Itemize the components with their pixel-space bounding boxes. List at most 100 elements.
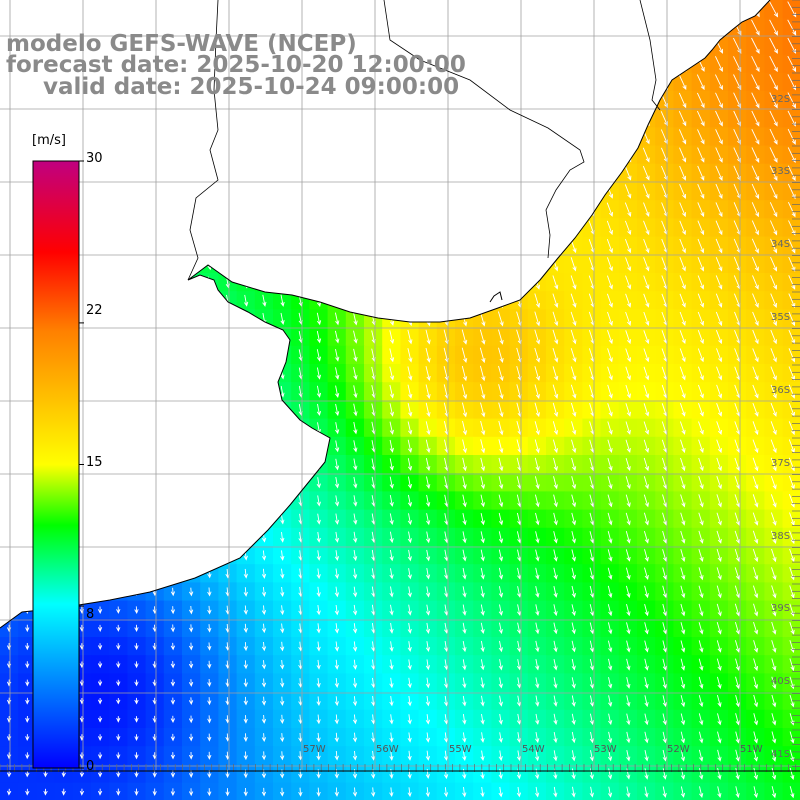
wind-arrow	[625, 384, 631, 399]
wind-arrow	[280, 586, 285, 598]
wind-arrow	[679, 403, 686, 417]
wind-arrow	[714, 56, 723, 73]
wind-arrow	[680, 768, 686, 780]
wind-arrow	[662, 713, 667, 726]
wind-arrow	[662, 585, 668, 599]
wind-arrow	[426, 513, 431, 526]
wind-arrow	[535, 622, 540, 635]
wind-arrow	[770, 475, 777, 490]
wind-arrow	[642, 165, 650, 181]
wind-arrow	[535, 531, 540, 544]
wind-arrow	[97, 734, 103, 741]
wind-arrow	[589, 585, 595, 599]
wind-cell	[782, 436, 800, 456]
wind-arrow	[407, 677, 412, 689]
wind-arrow	[79, 770, 85, 778]
wind-arrow	[480, 732, 485, 743]
wind-arrow	[753, 731, 758, 744]
wind-arrow	[334, 513, 340, 525]
wind-arrow	[316, 385, 322, 398]
wind-arrow	[280, 532, 285, 543]
wind-arrow	[61, 788, 66, 796]
lon-label-54w: 54W	[522, 744, 545, 755]
wind-arrow	[334, 312, 340, 326]
wind-arrow	[787, 202, 796, 218]
wind-arrow	[644, 768, 649, 780]
wind-arrow	[643, 530, 649, 544]
wind-arrow	[134, 734, 139, 742]
wind-arrow	[716, 694, 722, 708]
wind-arrow	[735, 786, 740, 799]
wind-arrow	[607, 421, 613, 435]
wind-arrow	[606, 202, 614, 217]
wind-cell	[782, 637, 800, 656]
wind-arrow	[644, 695, 649, 708]
wind-arrow	[425, 622, 431, 634]
wind-arrow	[353, 531, 358, 544]
wind-cell	[782, 127, 800, 147]
wind-arrow	[462, 494, 467, 508]
wind-arrow	[680, 530, 686, 544]
wind-arrow	[97, 661, 103, 669]
wind-cell	[782, 109, 800, 128]
wind-cell	[782, 746, 800, 765]
wind-arrow	[751, 256, 759, 272]
wind-arrow	[462, 677, 467, 689]
wind-arrow	[207, 605, 212, 615]
wind-arrow	[444, 586, 449, 598]
wind-arrow	[626, 603, 631, 617]
wind-arrow	[607, 567, 613, 580]
wind-arrow	[788, 220, 796, 236]
wind-arrow	[643, 311, 650, 326]
wind-arrow	[407, 568, 412, 580]
wind-arrow	[626, 640, 631, 653]
wind-arrow	[97, 698, 103, 705]
lat-tick-marks	[792, 0, 800, 767]
wind-arrow	[552, 402, 559, 418]
wind-arrow	[571, 695, 576, 707]
model-title: modelo GEFS-WAVE (NCEP)	[6, 31, 357, 57]
wind-cell	[782, 273, 800, 292]
wind-arrow	[516, 677, 522, 689]
wind-cell	[782, 546, 800, 565]
wind-arrow	[589, 531, 595, 544]
wind-arrow	[534, 421, 540, 436]
wind-arrow	[570, 275, 577, 290]
wind-arrow	[752, 348, 759, 363]
wind-arrow	[407, 750, 412, 761]
wind-arrow	[479, 347, 486, 364]
wind-arrow	[498, 457, 504, 472]
wind-arrow	[589, 640, 595, 653]
lat-label-41s: 41S	[771, 749, 791, 760]
lon-label-52w: 52W	[667, 744, 690, 755]
wind-cell	[782, 564, 800, 583]
wind-arrow	[170, 715, 176, 724]
wind-arrow	[607, 731, 613, 744]
wind-arrow	[553, 622, 558, 635]
wind-arrow	[134, 679, 139, 687]
wind-arrow	[97, 752, 103, 760]
wind-arrow	[389, 622, 394, 634]
wind-arrow	[243, 660, 248, 670]
wind-arrow	[188, 679, 194, 687]
wind-arrow	[407, 659, 412, 671]
wind-arrow	[769, 1, 778, 18]
wind-arrow	[188, 751, 194, 760]
wind-arrow	[498, 329, 504, 345]
wind-arrow	[644, 603, 649, 617]
wind-arrow	[334, 750, 339, 761]
wind-arrow	[498, 439, 504, 454]
wind-arrow	[789, 731, 795, 744]
wind-arrow	[699, 786, 704, 799]
wind-arrow	[570, 384, 577, 399]
wind-arrow	[243, 678, 248, 688]
wind-arrow	[462, 420, 468, 436]
wind-arrow	[571, 512, 577, 526]
wind-arrow	[353, 330, 358, 344]
wind-arrow	[389, 458, 394, 471]
wind-arrow	[407, 586, 412, 598]
wind-arrow	[243, 605, 248, 615]
lon-label-51w: 51W	[740, 744, 763, 755]
wind-arrow	[717, 767, 722, 780]
wind-arrow	[243, 696, 248, 706]
